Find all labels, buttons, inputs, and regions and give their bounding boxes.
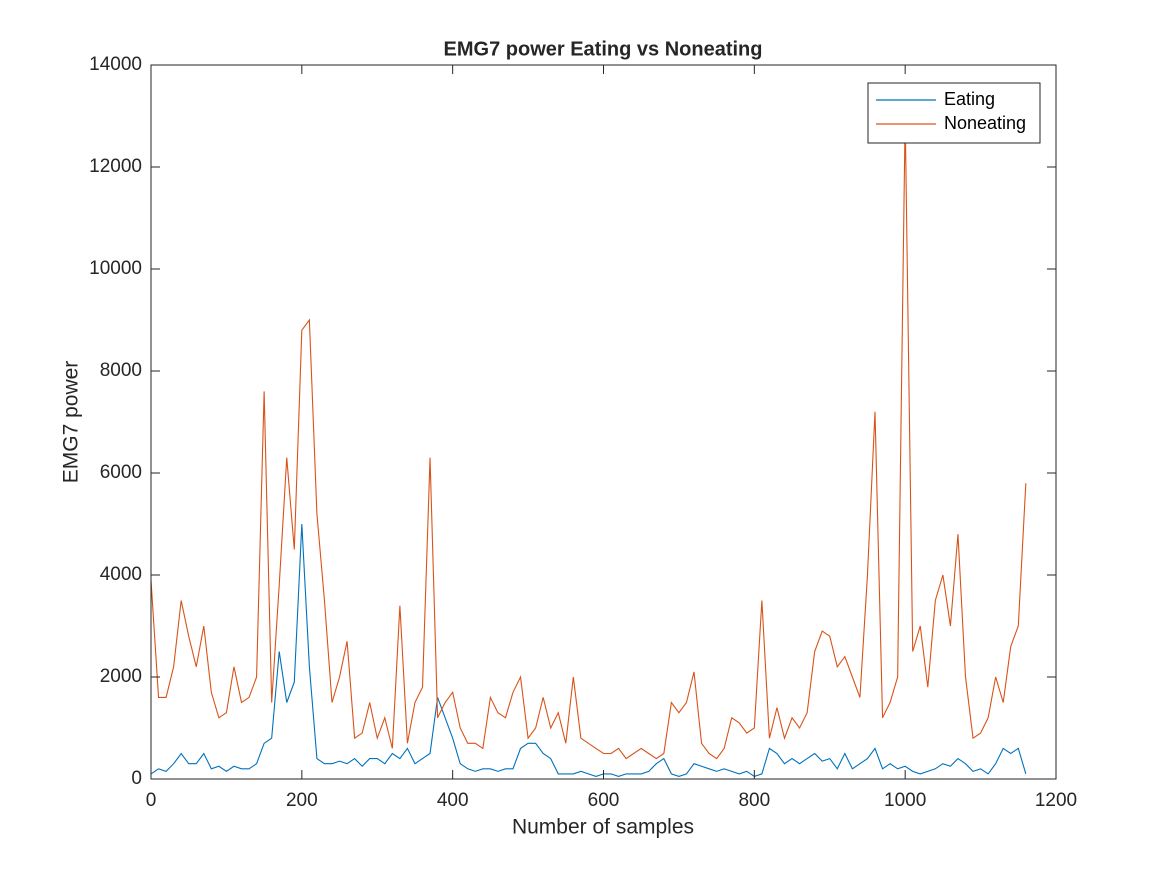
y-axis-label: EMG7 power [60, 361, 83, 484]
y-tick-label: 10000 [89, 258, 142, 279]
data-line [150, 115, 1027, 760]
legend-label: Noneating [944, 113, 1026, 133]
chart-title: EMG7 power Eating vs Noneating [444, 38, 763, 60]
y-tick-label: 4000 [100, 564, 142, 585]
x-tick-label: 400 [437, 790, 469, 811]
x-tick-label: 600 [588, 790, 620, 811]
legend-label: Eating [944, 89, 995, 109]
y-tick-label: 12000 [89, 156, 142, 177]
x-tick-label: 1000 [884, 790, 926, 811]
x-tick-label: 800 [738, 790, 770, 811]
x-tick-label: 200 [286, 790, 318, 811]
y-tick-label: 8000 [100, 360, 142, 381]
data-line [150, 523, 1027, 778]
legend-box [867, 82, 1041, 144]
y-tick-label: 0 [131, 768, 142, 789]
legend: Eating Noneating [867, 82, 1041, 144]
plot-area [151, 65, 1056, 779]
x-tick-label: 0 [146, 790, 157, 811]
y-tick-label: 14000 [89, 54, 142, 75]
y-tick-label: 2000 [100, 666, 142, 687]
y-tick-label: 6000 [100, 462, 142, 483]
x-tick-label: 1200 [1035, 790, 1077, 811]
x-axis-label: Number of samples [512, 816, 694, 839]
